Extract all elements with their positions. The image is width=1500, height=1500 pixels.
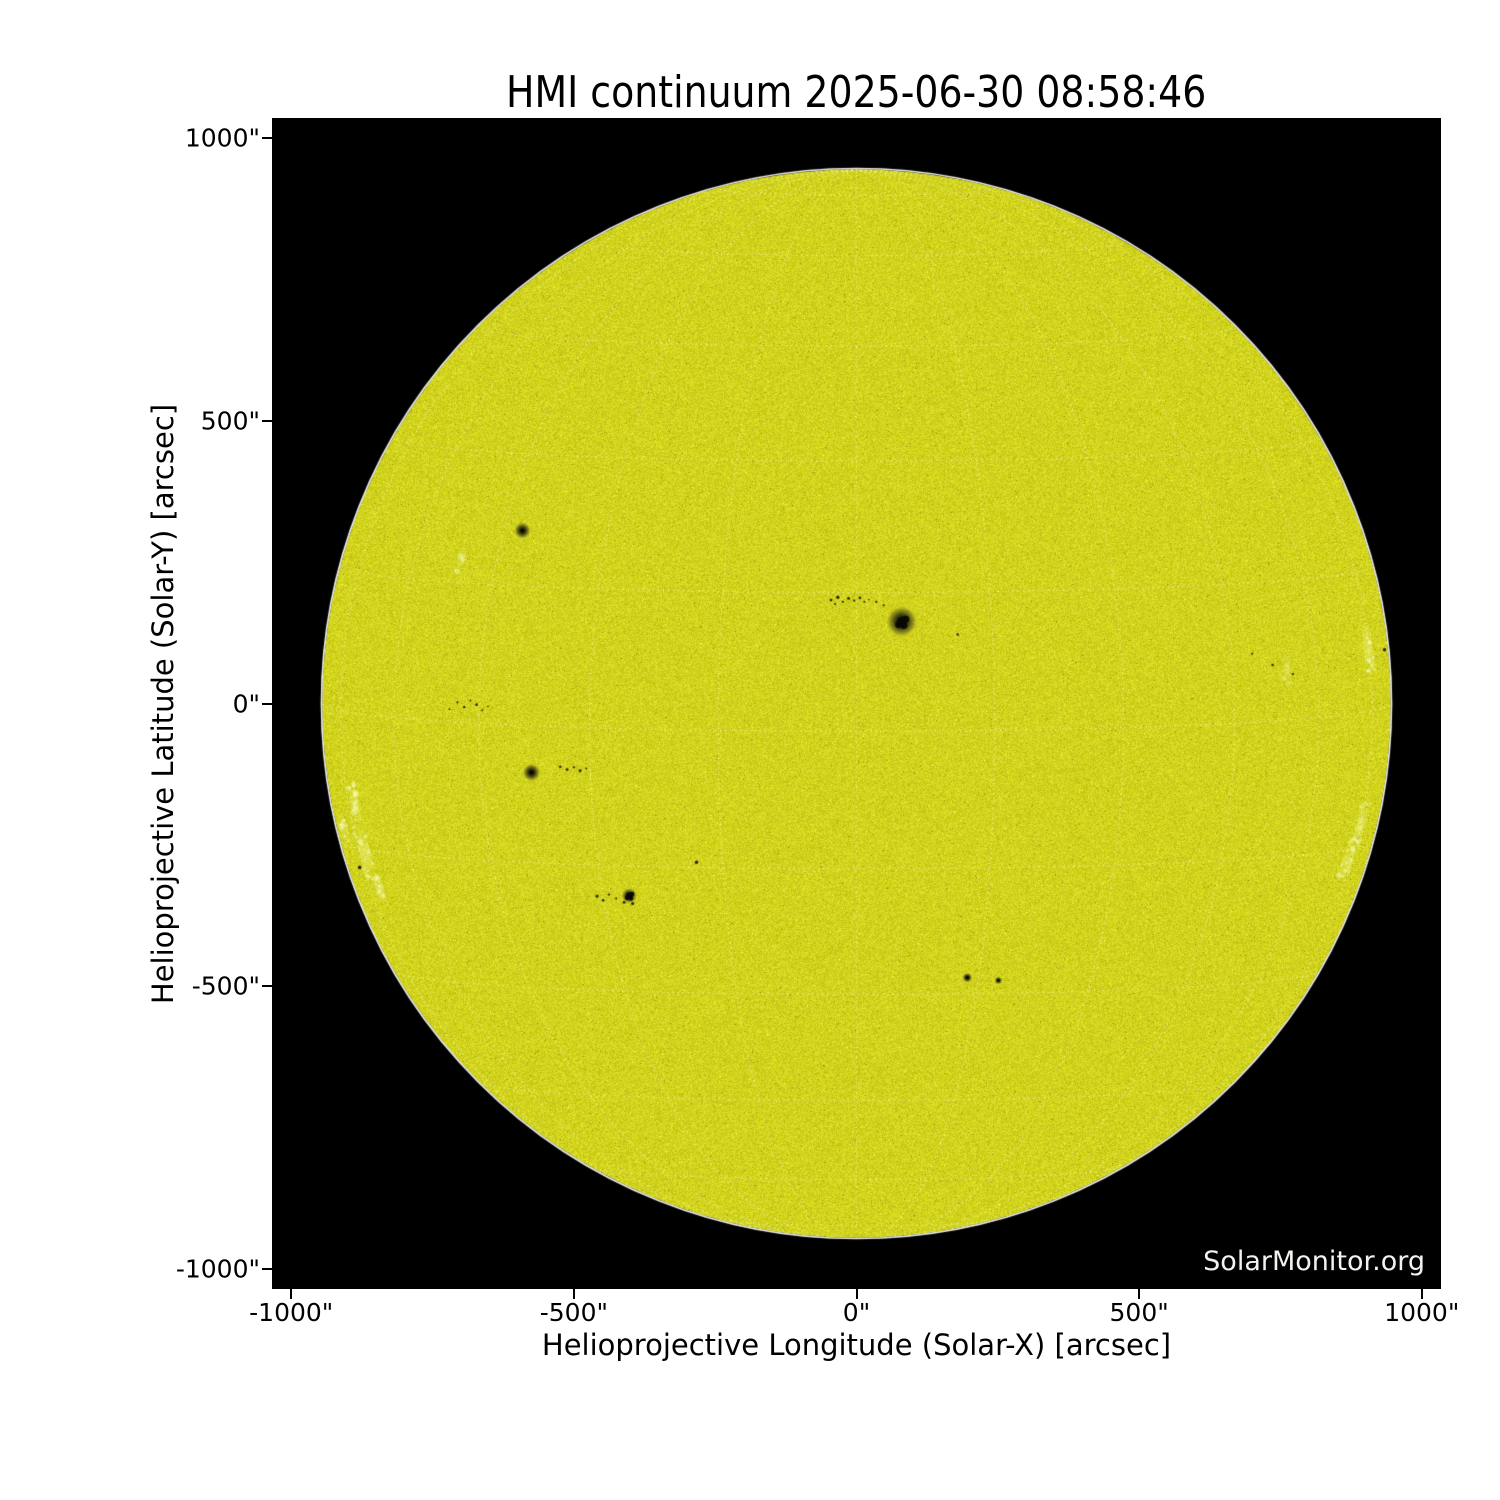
y-tick-mark xyxy=(262,1268,272,1270)
y-tick-label: 1000" xyxy=(120,126,260,151)
y-tick-label: 0" xyxy=(120,691,260,716)
y-tick-label: -500" xyxy=(120,974,260,999)
x-tick-label: -500" xyxy=(540,1300,608,1325)
y-tick-label: 500" xyxy=(120,408,260,433)
x-tick-label: 500" xyxy=(1110,1300,1169,1325)
figure: HMI continuum 2025-06-30 08:58:46 Heliop… xyxy=(0,0,1500,1500)
y-tick-mark xyxy=(262,137,272,139)
y-tick-mark xyxy=(262,985,272,987)
x-tick-mark xyxy=(290,1289,292,1299)
x-tick-mark xyxy=(856,1289,858,1299)
x-tick-mark xyxy=(1138,1289,1140,1299)
y-tick-mark xyxy=(262,420,272,422)
x-tick-label: 0" xyxy=(843,1300,870,1325)
plot-title-text: HMI continuum 2025-06-30 08:58:46 xyxy=(506,70,1206,116)
x-tick-label: 1000" xyxy=(1384,1300,1459,1325)
plot-title: HMI continuum 2025-06-30 08:58:46 xyxy=(272,70,1441,116)
x-tick-mark xyxy=(573,1289,575,1299)
x-tick-mark xyxy=(1421,1289,1423,1299)
solar-disk-image xyxy=(272,118,1441,1289)
x-axis-label: Helioprojective Longitude (Solar-X) [arc… xyxy=(272,1328,1441,1362)
plot-area xyxy=(272,118,1441,1289)
y-tick-mark xyxy=(262,703,272,705)
x-tick-label: -1000" xyxy=(249,1300,333,1325)
y-tick-label: -1000" xyxy=(120,1256,260,1281)
watermark-solarmonitor: SolarMonitor.org xyxy=(900,1246,1425,1277)
